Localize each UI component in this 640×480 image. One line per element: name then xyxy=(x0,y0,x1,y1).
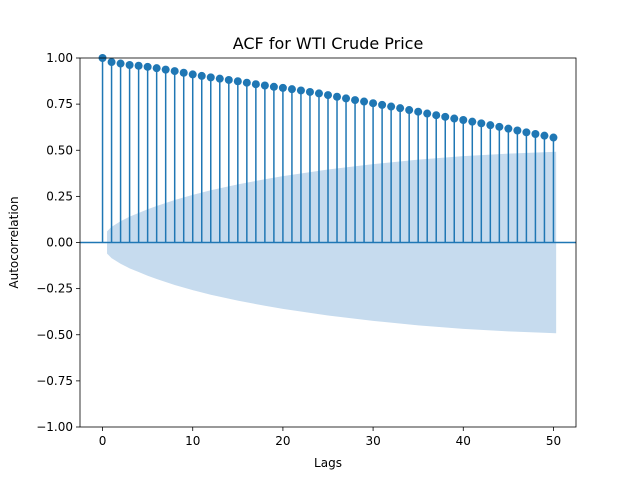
y-tick-label: −1.00 xyxy=(36,420,73,434)
y-tick-label: −0.50 xyxy=(36,328,73,342)
y-axis-ticks: −1.00 −0.75 −0.50 −0.25 0.00 0.25 0.50 0.75 1.00 xyxy=(36,51,80,434)
y-tick-label: 0.75 xyxy=(46,97,73,111)
stem-layer xyxy=(80,54,576,244)
acf-point-lag-24 xyxy=(314,89,323,98)
x-tick-label-0: 0 xyxy=(99,434,107,448)
acf-point-lag-19 xyxy=(269,82,278,91)
acf-point-lag-9 xyxy=(179,68,188,77)
acf-point-lag-7 xyxy=(161,65,170,74)
acf-point-lag-16 xyxy=(242,78,251,87)
acf-point-lag-38 xyxy=(441,112,450,121)
acf-point-lag-6 xyxy=(152,64,161,73)
acf-point-lag-11 xyxy=(197,71,206,80)
acf-point-lag-40 xyxy=(459,115,468,124)
acf-point-lag-35 xyxy=(414,107,423,116)
acf-point-lag-18 xyxy=(260,81,269,90)
acf-point-lag-31 xyxy=(378,100,387,109)
acf-point-lag-4 xyxy=(134,61,143,70)
acf-point-lag-21 xyxy=(287,85,296,94)
acf-point-lag-44 xyxy=(495,122,504,131)
chart-title: ACF for WTI Crude Price xyxy=(233,34,424,53)
y-tick-label: 0.00 xyxy=(46,236,73,250)
x-axis-ticks: 0 10 20 30 40 50 xyxy=(99,427,561,448)
acf-point-lag-36 xyxy=(423,109,432,118)
acf-point-lag-2 xyxy=(116,59,125,68)
acf-point-lag-3 xyxy=(125,61,134,70)
acf-point-lag-22 xyxy=(296,86,305,95)
acf-point-lag-15 xyxy=(233,77,242,86)
acf-point-lag-27 xyxy=(342,94,351,103)
acf-point-lag-45 xyxy=(504,124,513,133)
acf-point-lag-43 xyxy=(486,121,495,130)
acf-point-lag-12 xyxy=(206,73,215,82)
x-axis-label: Lags xyxy=(314,456,342,470)
x-tick-label-40: 40 xyxy=(456,434,471,448)
acf-point-lag-17 xyxy=(251,80,260,89)
y-tick-label: 0.25 xyxy=(46,189,73,203)
x-tick-label-30: 30 xyxy=(365,434,380,448)
acf-point-lag-8 xyxy=(170,67,179,76)
acf-point-lag-48 xyxy=(531,130,540,139)
acf-point-lag-25 xyxy=(324,91,332,100)
acf-point-lag-23 xyxy=(305,87,314,96)
acf-point-lag-28 xyxy=(351,96,360,105)
acf-point-lag-39 xyxy=(450,114,459,123)
acf-point-lag-10 xyxy=(188,70,197,79)
y-tick-label: 1.00 xyxy=(46,51,73,65)
acf-point-lag-26 xyxy=(333,92,342,101)
acf-point-lag-14 xyxy=(224,75,233,84)
acf-point-lag-13 xyxy=(215,74,224,83)
x-tick-label-50: 50 xyxy=(546,434,561,448)
acf-point-lag-33 xyxy=(396,104,405,113)
acf-point-lag-49 xyxy=(540,131,549,140)
acf-point-lag-37 xyxy=(432,111,441,120)
acf-point-lag-42 xyxy=(477,119,486,128)
acf-point-lag-20 xyxy=(278,83,287,92)
acf-point-lag-30 xyxy=(369,99,378,108)
y-tick-label: −0.25 xyxy=(36,282,73,296)
acf-point-lag-1 xyxy=(107,58,116,67)
acf-point-lag-32 xyxy=(387,102,396,111)
y-tick-label: −0.75 xyxy=(36,374,73,388)
acf-point-lag-50 xyxy=(549,133,558,142)
acf-point-lag-34 xyxy=(405,106,414,115)
y-tick-label: 0.50 xyxy=(46,143,73,157)
acf-point-lag-29 xyxy=(360,97,369,106)
acf-point-lag-41 xyxy=(468,117,477,126)
acf-point-lag-46 xyxy=(513,126,522,135)
x-tick-label-10: 10 xyxy=(185,434,200,448)
x-tick-label-20: 20 xyxy=(275,434,290,448)
acf-point-lag-5 xyxy=(143,62,152,71)
y-axis-label: Autocorrelation xyxy=(7,196,21,288)
acf-point-lag-47 xyxy=(522,128,531,137)
